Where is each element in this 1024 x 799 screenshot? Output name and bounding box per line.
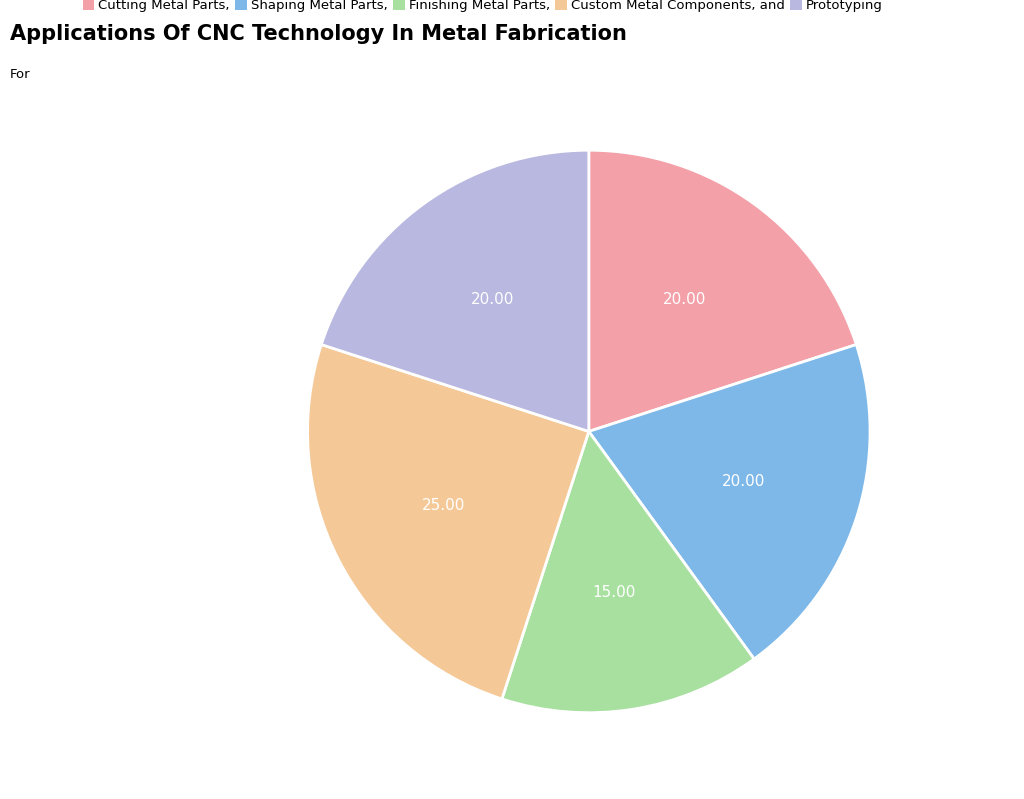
Wedge shape [307, 344, 589, 699]
Wedge shape [589, 344, 870, 659]
Text: 20.00: 20.00 [722, 475, 766, 489]
Text: Applications Of CNC Technology In Metal Fabrication: Applications Of CNC Technology In Metal … [10, 24, 627, 44]
Wedge shape [589, 150, 856, 431]
Text: 20.00: 20.00 [471, 292, 515, 307]
Legend: Cutting Metal Parts,, Shaping Metal Parts,, Finishing Metal Parts,, Custom Metal: Cutting Metal Parts,, Shaping Metal Part… [83, 0, 883, 12]
Text: 15.00: 15.00 [593, 585, 636, 600]
Wedge shape [322, 150, 589, 431]
Text: 20.00: 20.00 [663, 292, 707, 307]
Wedge shape [502, 431, 754, 713]
Text: For: For [10, 68, 31, 81]
Text: 25.00: 25.00 [422, 498, 465, 513]
